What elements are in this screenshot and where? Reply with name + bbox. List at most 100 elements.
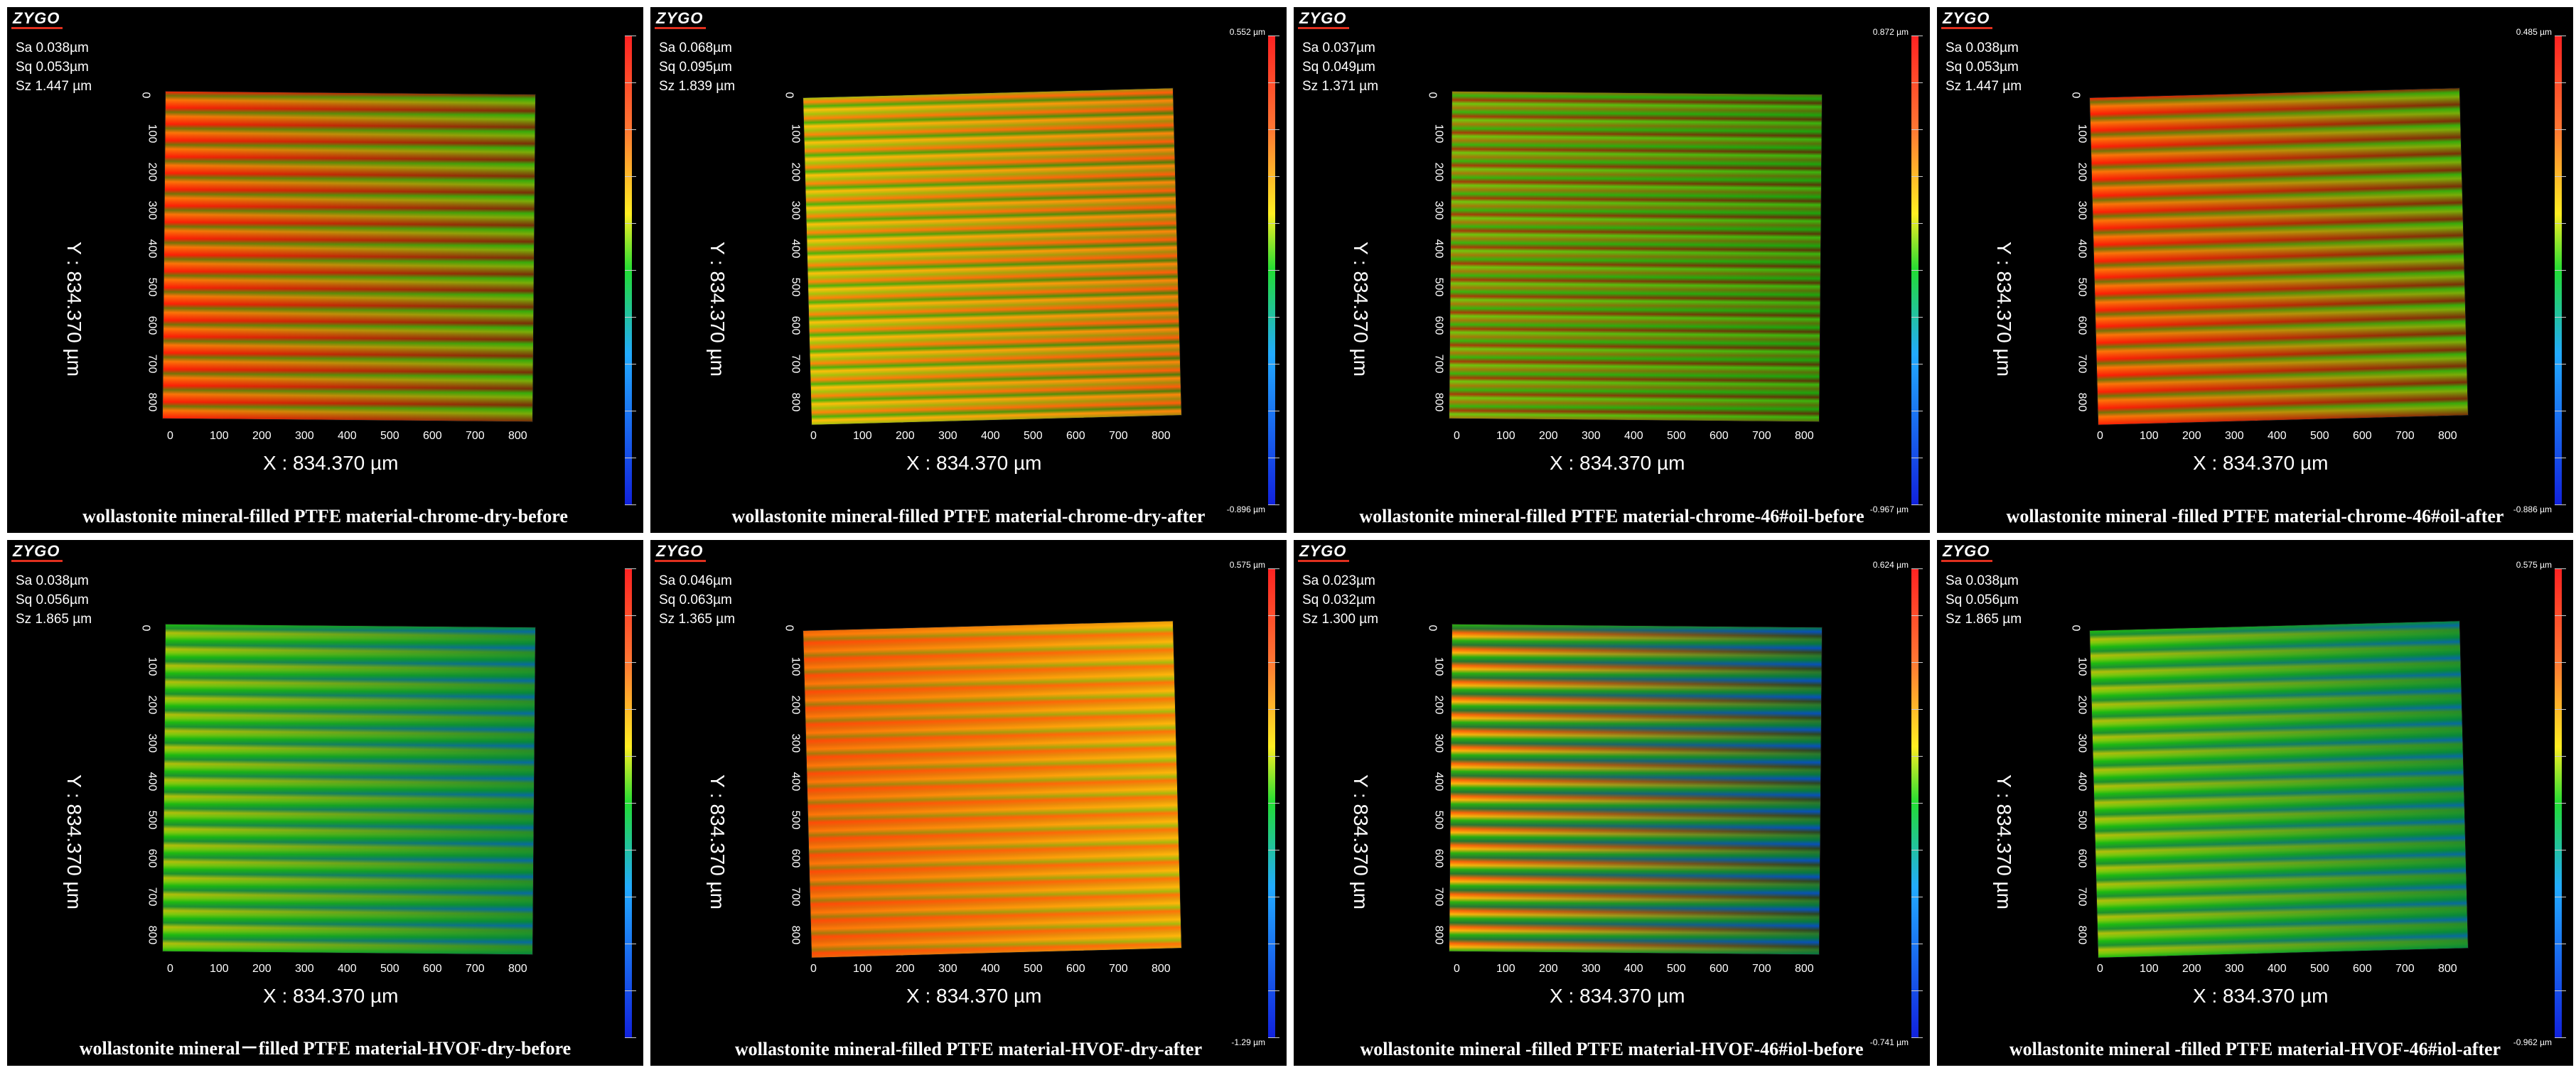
y-tick-label: 100	[2076, 657, 2088, 676]
x-tick-label: 700	[466, 963, 485, 975]
roughness-stats: Sa 0.038µm Sq 0.053µm Sz 1.447 µm	[16, 38, 92, 96]
scale-tick	[2555, 176, 2566, 177]
x-axis-label: X : 834.370 µm	[1550, 985, 1685, 1007]
scale-tick	[625, 615, 636, 616]
zygo-logo: ZYGO	[1298, 10, 1350, 29]
x-tick-label: 200	[1539, 430, 1558, 442]
scale-tick	[1911, 223, 1923, 224]
y-tick-label: 200	[1432, 162, 1445, 182]
x-tick-label: 800	[2438, 963, 2457, 975]
x-tick-label: 0	[1454, 963, 1460, 975]
x-axis-label: X : 834.370 µm	[2193, 985, 2329, 1007]
scale-tick	[1268, 317, 1279, 318]
x-tick-label: 100	[1496, 963, 1515, 975]
x-axis-label: X : 834.370 µm	[2193, 452, 2329, 474]
y-tick-label: 300	[1432, 200, 1445, 220]
x-tick-label: 400	[1624, 963, 1643, 975]
surface-topography-map	[2089, 87, 2469, 426]
x-tick-label: 500	[1024, 963, 1043, 975]
y-tick-label: 400	[2076, 772, 2088, 792]
y-tick-label: 200	[2076, 162, 2088, 182]
y-tick-label: 800	[1432, 392, 1445, 412]
surface-topography-map	[803, 620, 1182, 958]
x-tick-label: 400	[1624, 430, 1643, 442]
panel-caption: wollastonite mineral-filled PTFE materia…	[734, 1039, 1203, 1059]
scale-tick	[1268, 756, 1279, 757]
x-tick-label: 100	[853, 963, 872, 975]
x-tick-label: 700	[1109, 430, 1128, 442]
scale-tick	[625, 709, 636, 710]
y-tick-label: 400	[2076, 239, 2088, 259]
y-tick-label: 300	[2076, 733, 2088, 753]
x-tick-label: 400	[981, 963, 1000, 975]
x-tick-label: 600	[423, 963, 442, 975]
x-tick-label: 0	[167, 430, 173, 442]
scale-tick	[625, 662, 636, 663]
surface-panel: ZYGO Sa 0.038µm Sq 0.053µm Sz 1.447 µm 0.485…	[1937, 7, 2573, 533]
roughness-value: Sq 0.053µm	[16, 60, 89, 75]
y-tick-label: 800	[789, 392, 802, 412]
roughness-stats: Sa 0.023µm Sq 0.032µm Sz 1.300 µm	[1302, 571, 1378, 629]
scale-max-label: 0.552 µm	[1229, 27, 1265, 37]
roughness-value: Sz 1.447 µm	[16, 79, 92, 94]
panel-caption: wollastonite mineral-filled PTFE materia…	[1359, 506, 1864, 526]
y-tick-label: 100	[1432, 124, 1445, 144]
scale-tick	[2555, 1037, 2566, 1038]
y-tick-label: 300	[146, 200, 159, 220]
y-tick-label: 600	[789, 848, 802, 868]
y-tick-label: 500	[2076, 810, 2088, 830]
y-axis-label: Y : 834.370 µm	[707, 774, 729, 909]
y-tick-label: 700	[2076, 354, 2088, 374]
x-tick-label: 800	[1152, 963, 1171, 975]
roughness-value: Sq 0.063µm	[659, 593, 732, 607]
y-axis-label: Y : 834.370 µm	[1993, 242, 2015, 377]
x-tick-label: 600	[2353, 430, 2372, 442]
y-tick-label: 700	[789, 354, 802, 374]
roughness-value: Sa 0.046µm	[659, 573, 732, 588]
x-tick-label: 500	[2310, 963, 2329, 975]
panel-caption: wollastonite mineral -filled PTFE materi…	[1360, 1039, 1864, 1059]
scale-tick	[1268, 82, 1279, 83]
x-tick-label: 600	[1066, 430, 1085, 442]
x-tick-label: 400	[2268, 430, 2287, 442]
surface-topography-map	[1448, 623, 1823, 956]
x-tick-label: 600	[423, 430, 442, 442]
x-tick-label: 100	[853, 430, 872, 442]
y-tick-label: 400	[146, 772, 159, 792]
surface-panel: ZYGO Sa 0.046µm Sq 0.063µm Sz 1.365 µm 0.575…	[650, 540, 1287, 1066]
x-tick-label: 200	[896, 963, 915, 975]
y-tick-label: 0	[783, 92, 795, 99]
y-tick-label: 700	[2076, 887, 2088, 907]
x-tick-label: 700	[2395, 963, 2415, 975]
y-tick-label: 200	[146, 695, 159, 715]
y-tick-label: 500	[146, 810, 159, 830]
x-tick-label: 300	[2225, 430, 2244, 442]
scale-tick	[1911, 504, 1923, 505]
surface-topography-map	[161, 90, 537, 423]
scale-tick	[2555, 504, 2566, 505]
x-tick-label: 500	[1024, 430, 1043, 442]
y-tick-label: 200	[2076, 695, 2088, 715]
scale-tick	[2555, 662, 2566, 663]
x-tick-label: 300	[938, 963, 957, 975]
scale-tick	[2555, 990, 2566, 991]
x-tick-label: 700	[1109, 963, 1128, 975]
panel-caption: wollastonite mineral-filled PTFE materia…	[82, 506, 568, 526]
x-tick-label: 100	[2140, 430, 2159, 442]
x-tick-label: 0	[167, 963, 173, 975]
x-tick-label: 300	[2225, 963, 2244, 975]
x-tick-label: 300	[1582, 963, 1601, 975]
y-tick-label: 0	[2069, 625, 2082, 632]
scale-tick	[625, 1037, 636, 1038]
y-tick-label: 400	[146, 239, 159, 259]
y-tick-label: 600	[789, 315, 802, 335]
y-tick-label: 300	[789, 200, 802, 220]
x-tick-label: 600	[2353, 963, 2372, 975]
height-scale-bar	[1268, 36, 1279, 505]
x-tick-label: 0	[2097, 430, 2103, 442]
y-tick-label: 0	[2069, 92, 2082, 99]
y-tick-label: 200	[789, 162, 802, 182]
surface-panel: ZYGO Sa 0.038µm Sq 0.056µm Sz 1.865 µm 0.575…	[1937, 540, 2573, 1066]
scale-min-label: -1.29 µm	[1231, 1037, 1265, 1047]
roughness-stats: Sa 0.038µm Sq 0.056µm Sz 1.865 µm	[16, 571, 92, 629]
